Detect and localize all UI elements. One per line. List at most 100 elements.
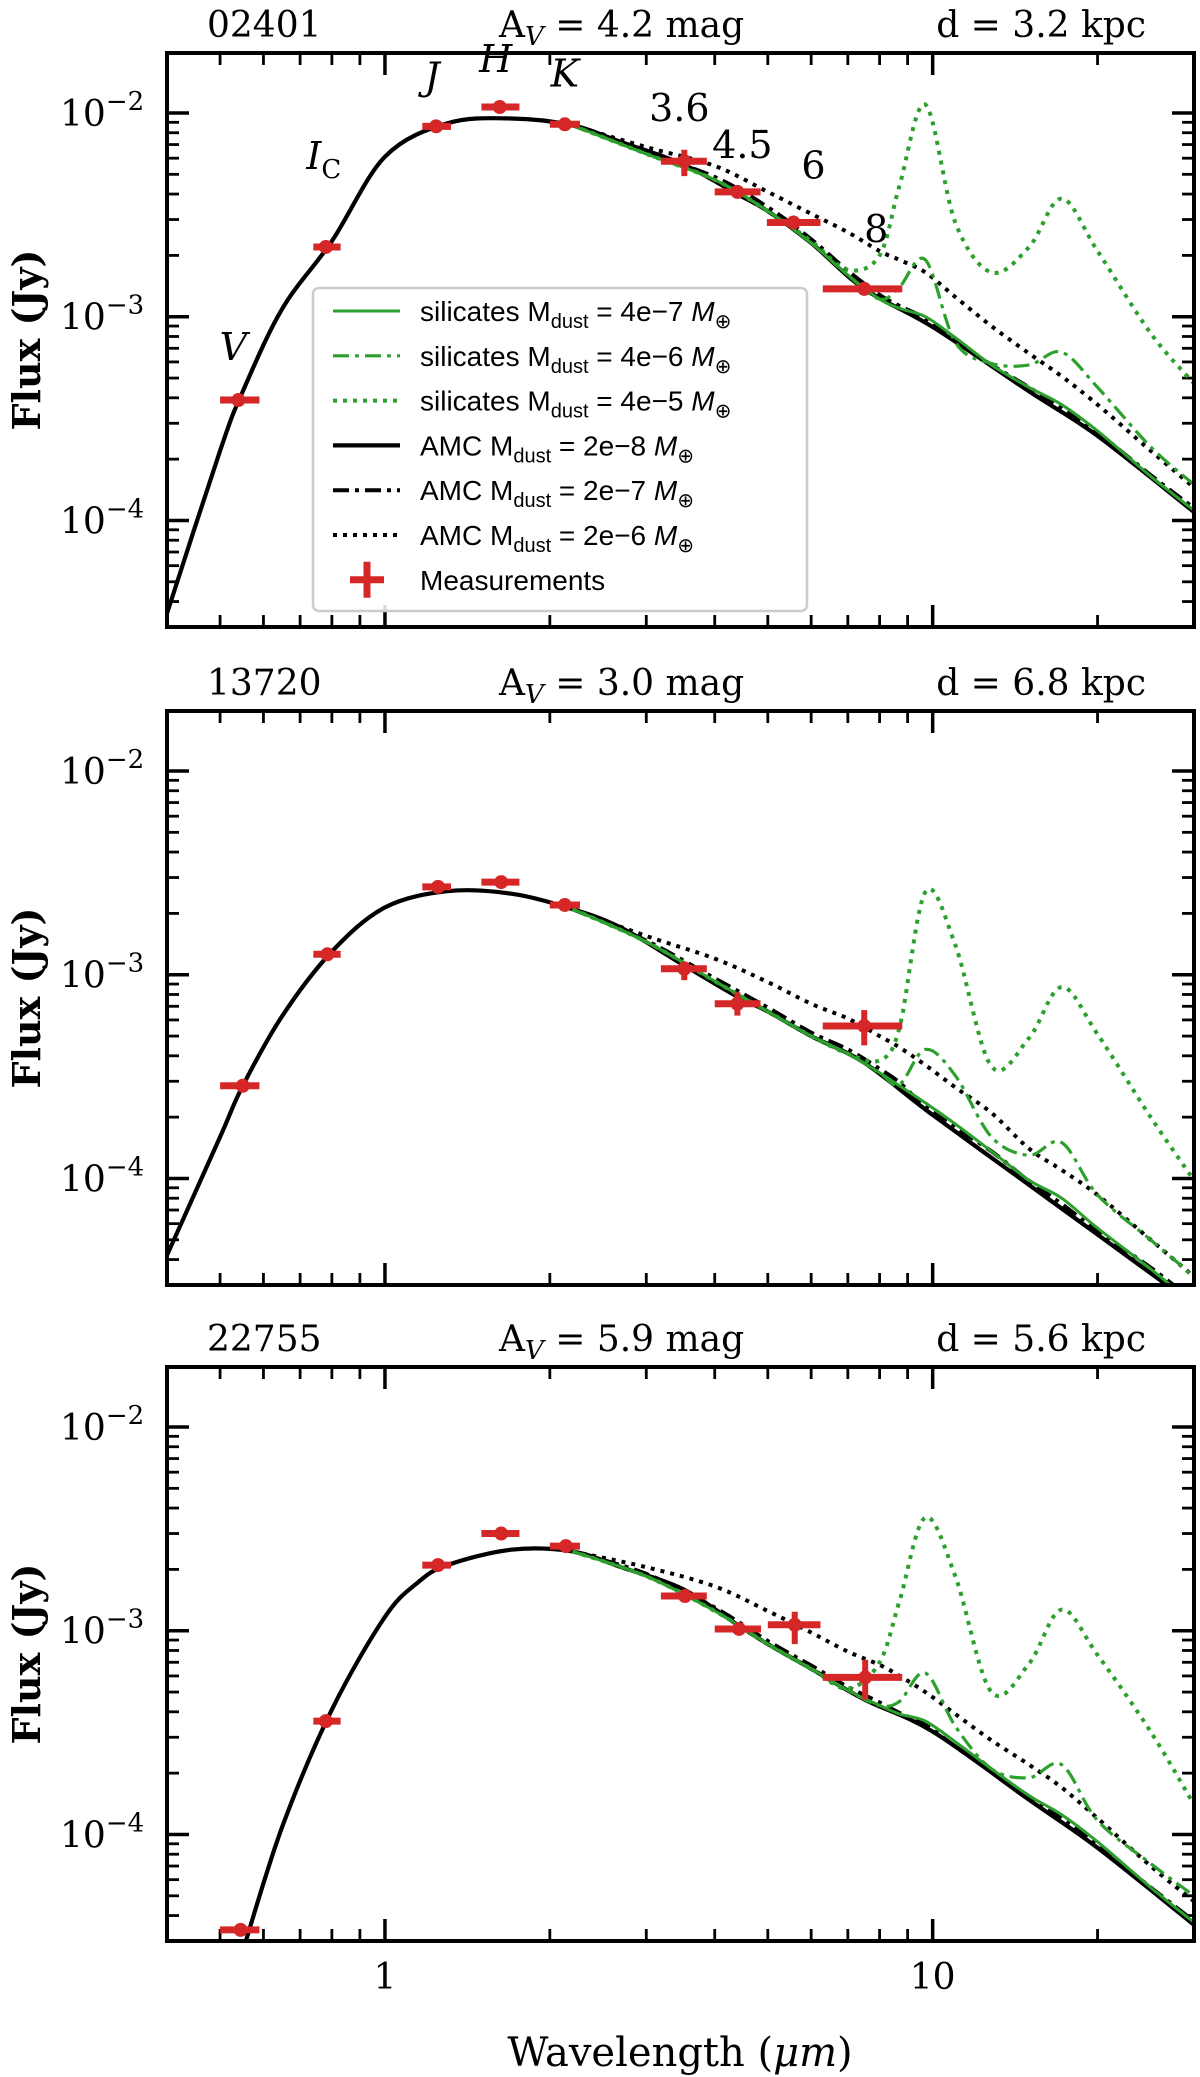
x-axis-label: Wavelength (μm): [507, 2030, 852, 2076]
measurement-filter-label: K: [550, 51, 582, 95]
measurement-marker: [494, 1526, 509, 1541]
legend-label: silicates Mdust = 4e−6 M⊕: [420, 341, 731, 378]
measurement-marker: [677, 1589, 692, 1604]
measurement-point: [220, 1922, 260, 1937]
panel-title-source-id: 02401: [207, 5, 322, 46]
legend-entry: AMC Mdust = 2e−6 M⊕: [333, 520, 694, 557]
measurement-marker: [492, 100, 507, 115]
measurements: [220, 100, 903, 408]
model-curves: [167, 887, 1194, 1285]
axes-frame: [165, 709, 1196, 1287]
legend-entry: silicates Mdust = 4e−6 M⊕: [333, 341, 731, 378]
y-axis-label: Flux (Jy): [4, 908, 49, 1089]
axes-frame: [165, 1365, 1196, 1943]
measurement-marker: [558, 1539, 573, 1554]
legend-entry: silicates Mdust = 4e−5 M⊕: [333, 386, 731, 423]
measurement-point: [767, 1611, 821, 1645]
measurement-marker: [730, 996, 745, 1011]
panel-title-distance: d = 3.2 kpc: [936, 5, 1146, 46]
measurement-point: [313, 947, 341, 962]
legend-label: AMC Mdust = 2e−8 M⊕: [420, 430, 694, 467]
measurement-point: [220, 1078, 260, 1093]
series-silicates-dashdot-line: [571, 1549, 1194, 1898]
y-tick-label: 10−3: [60, 1605, 144, 1653]
panel-title-source-id: 22755: [207, 1319, 322, 1360]
measurement-marker: [429, 119, 444, 134]
measurement-marker: [494, 875, 509, 890]
y-tick-label: 10−4: [60, 1152, 144, 1200]
panel-title-source-id: 13720: [207, 663, 322, 704]
measurement-marker: [857, 1019, 872, 1034]
y-tick-label: 10−3: [60, 949, 144, 997]
legend-entry: AMC Mdust = 2e−7 M⊕: [333, 475, 694, 512]
x-tick-label: 1: [374, 1957, 397, 1998]
measurement-marker: [858, 1670, 873, 1685]
measurement-point: [481, 100, 520, 115]
axis-ticks: [167, 1367, 1194, 1943]
measurement-marker: [231, 393, 246, 408]
y-tick-label: 10−4: [60, 494, 144, 542]
measurement-filter-label: IC: [305, 134, 341, 185]
y-tick-label: 10−3: [60, 291, 144, 339]
measurement-marker: [235, 1078, 250, 1093]
measurement-point: [714, 1621, 762, 1636]
legend-box: [311, 286, 809, 613]
measurement-filter-label: 6: [801, 144, 825, 188]
measurement-marker: [786, 215, 801, 230]
axis-ticks: [167, 711, 1194, 1287]
series-amc-solid-line: [243, 1546, 1194, 1941]
legend-entry: silicates Mdust = 4e−7 M⊕: [333, 296, 731, 333]
measurement-filter-label: J: [418, 54, 442, 98]
measurement-marker: [557, 897, 572, 912]
measurement-marker: [677, 154, 692, 169]
panel-title-extinction: AV = 3.0 mag: [498, 663, 744, 710]
legend-entry: AMC Mdust = 2e−8 M⊕: [333, 430, 694, 467]
measurement-point: [660, 1589, 707, 1604]
measurement-point: [766, 215, 821, 230]
measurement-marker: [732, 1621, 747, 1636]
measurement-point: [822, 281, 903, 296]
panel-title-extinction: AV = 4.2 mag: [498, 5, 744, 52]
measurement-point: [549, 117, 580, 132]
measurement-point: [422, 119, 451, 134]
series-amc-dotted-line: [571, 907, 1194, 1279]
measurements: [220, 1526, 903, 1937]
measurement-point: [422, 1558, 451, 1573]
legend-label-measurements: Measurements: [420, 565, 605, 596]
legend-label: silicates Mdust = 4e−7 M⊕: [420, 296, 731, 333]
y-tick-label: 10−4: [60, 1808, 144, 1856]
measurement-marker: [677, 961, 692, 976]
measurement-filter-label: 4.5: [712, 123, 772, 167]
measurement-point: [313, 239, 341, 254]
legend-label: silicates Mdust = 4e−5 M⊕: [420, 386, 731, 423]
legend: silicates Mdust = 4e−7 M⊕ silicates Mdust…: [311, 286, 809, 613]
y-axis-label: Flux (Jy): [4, 1564, 49, 1745]
panel-title-distance: d = 5.6 kpc: [936, 1319, 1146, 1360]
axes-frame: [165, 51, 1196, 629]
panel-title-extinction: AV = 5.9 mag: [498, 1319, 744, 1366]
legend-label: AMC Mdust = 2e−6 M⊕: [420, 520, 694, 557]
measurement-marker: [318, 1714, 333, 1729]
measurement-marker: [431, 1558, 446, 1573]
measurement-filter-label: 3.6: [649, 86, 709, 130]
measurement-point: [481, 875, 520, 890]
series-amc-dashdot-line: [571, 1549, 1194, 1923]
y-tick-label: 10−2: [60, 1401, 144, 1449]
measurement-point: [660, 961, 707, 981]
y-tick-label: 10−2: [60, 745, 144, 793]
measurement-marker: [431, 879, 446, 894]
series-amc-dotted-line: [572, 1549, 1194, 1903]
measurement-point: [714, 184, 761, 199]
measurement-filter-label: V: [220, 325, 251, 369]
y-axis-label: Flux (Jy): [4, 250, 49, 431]
measurement-marker: [857, 281, 872, 296]
series-silicates-dotted-line: [571, 1515, 1194, 1806]
measurement-point: [660, 149, 707, 177]
measurement-point: [822, 1659, 903, 1700]
series-silicates-solid-line: [572, 1549, 1194, 1924]
measurement-point: [714, 992, 761, 1016]
